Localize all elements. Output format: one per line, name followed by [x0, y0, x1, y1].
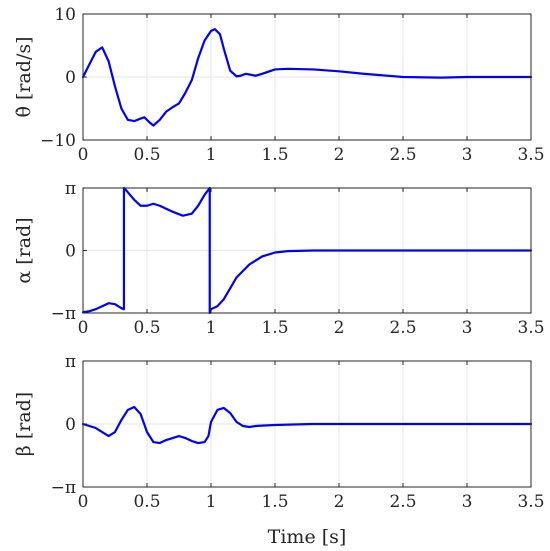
x-tick-label: 1.5 [261, 318, 288, 338]
y-tick-label: −π [51, 304, 76, 324]
x-tick-label: 2 [334, 145, 345, 165]
x-tick-label: 0.5 [133, 318, 160, 338]
y-tick-label: 10 [54, 5, 76, 25]
y-tick-label: 0 [65, 415, 76, 435]
y-tick-label: π [65, 179, 76, 199]
y-tick-label: π [65, 352, 76, 372]
x-tick-label: 1 [206, 318, 217, 338]
x-tick-label: 1 [206, 145, 217, 165]
series-line-2 [81, 186, 533, 315]
x-tick-label: 2.5 [389, 145, 416, 165]
x-tick-label: 3 [462, 492, 473, 512]
x-tick-label: 2 [334, 318, 345, 338]
x-tick-label: 3.5 [517, 318, 544, 338]
x-tick-label: 0.5 [133, 145, 160, 165]
y-axis-label: α [rad] [13, 217, 35, 283]
series-line-1 [81, 28, 533, 127]
x-axis-label: Time [s] [268, 526, 347, 548]
x-tick-label: 3.5 [517, 492, 544, 512]
x-tick-label: 3 [462, 145, 473, 165]
x-tick-label: 0 [78, 145, 89, 165]
y-tick-label: −10 [40, 131, 76, 151]
y-axis-label: β [rad] [13, 392, 35, 456]
x-tick-label: 2.5 [389, 492, 416, 512]
x-tick-label: 3.5 [517, 145, 544, 165]
y-tick-label: 0 [65, 68, 76, 88]
x-tick-label: 0 [78, 318, 89, 338]
y-axis-label: θ̇ [rad/s] [13, 36, 35, 117]
x-tick-label: 1 [206, 492, 217, 512]
x-tick-label: 0.5 [133, 492, 160, 512]
x-tick-label: 2 [334, 492, 345, 512]
x-tick-label: 0 [78, 492, 89, 512]
y-tick-label: −π [51, 478, 76, 498]
x-tick-label: 3 [462, 318, 473, 338]
x-tick-label: 1.5 [261, 492, 288, 512]
x-tick-label: 1.5 [261, 145, 288, 165]
y-tick-label: 0 [65, 242, 76, 262]
series-line-3 [81, 405, 533, 445]
x-tick-label: 2.5 [389, 318, 416, 338]
